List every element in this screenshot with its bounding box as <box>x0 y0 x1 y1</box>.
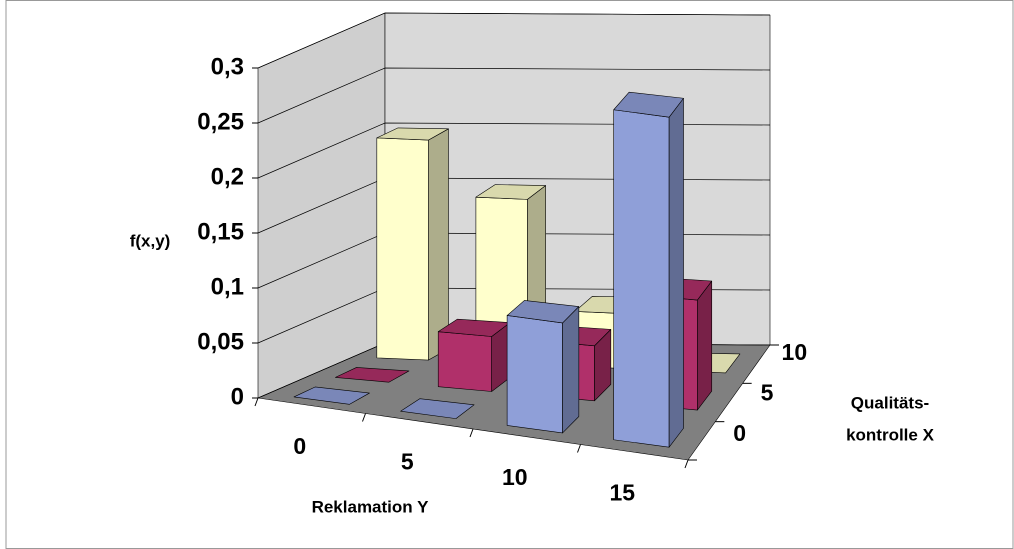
z-axis-label: Qualitäts- <box>851 393 929 412</box>
z-axis-label: kontrolle X <box>846 425 935 444</box>
y-tick-label: 0,05 <box>197 328 244 355</box>
x-tick-label: 15 <box>609 479 635 505</box>
x-tick-label: 0 <box>293 433 306 459</box>
bar-front <box>376 137 429 361</box>
bar <box>335 367 410 383</box>
bar-side <box>668 97 684 448</box>
bar-top <box>293 386 370 405</box>
x-tick <box>469 428 474 438</box>
bar <box>376 127 449 361</box>
x-tick <box>577 444 581 453</box>
bar-side <box>562 306 580 434</box>
bar <box>293 386 370 405</box>
x-tick-label: 10 <box>502 464 528 490</box>
bar <box>613 91 684 448</box>
bar-top <box>335 367 410 383</box>
y-axis-label: f(x,y) <box>130 231 171 250</box>
bar-top <box>400 398 475 419</box>
grid-line <box>257 67 771 124</box>
x-tick <box>684 459 689 469</box>
x-tick <box>362 413 366 422</box>
y-tick-label: 0 <box>231 383 244 410</box>
y-tick-label: 0,2 <box>211 163 244 190</box>
bar-side <box>428 128 449 361</box>
series-label: 10 <box>782 339 808 365</box>
x-tick-label: 5 <box>401 448 414 474</box>
bar-front <box>506 315 563 434</box>
bar-top <box>613 91 684 118</box>
bar-top <box>506 300 580 324</box>
bar <box>437 318 511 392</box>
bar-top <box>475 184 546 200</box>
y-tick-label: 0,3 <box>211 53 244 80</box>
x-axis-label: Reklamation Y <box>312 497 430 516</box>
bar-front <box>437 331 492 392</box>
y-tick-label: 0,15 <box>197 218 244 245</box>
series-label: 5 <box>761 380 774 406</box>
y-tick-label: 0,25 <box>197 108 244 135</box>
y-tick-label: 0,1 <box>211 273 244 300</box>
bar <box>506 300 580 434</box>
grid-line <box>257 12 771 69</box>
bar <box>400 398 475 419</box>
x-tick <box>254 397 259 407</box>
bar-top <box>376 127 449 141</box>
bar-front <box>613 109 670 448</box>
bar-side <box>697 280 713 411</box>
series-label: 0 <box>733 420 746 446</box>
